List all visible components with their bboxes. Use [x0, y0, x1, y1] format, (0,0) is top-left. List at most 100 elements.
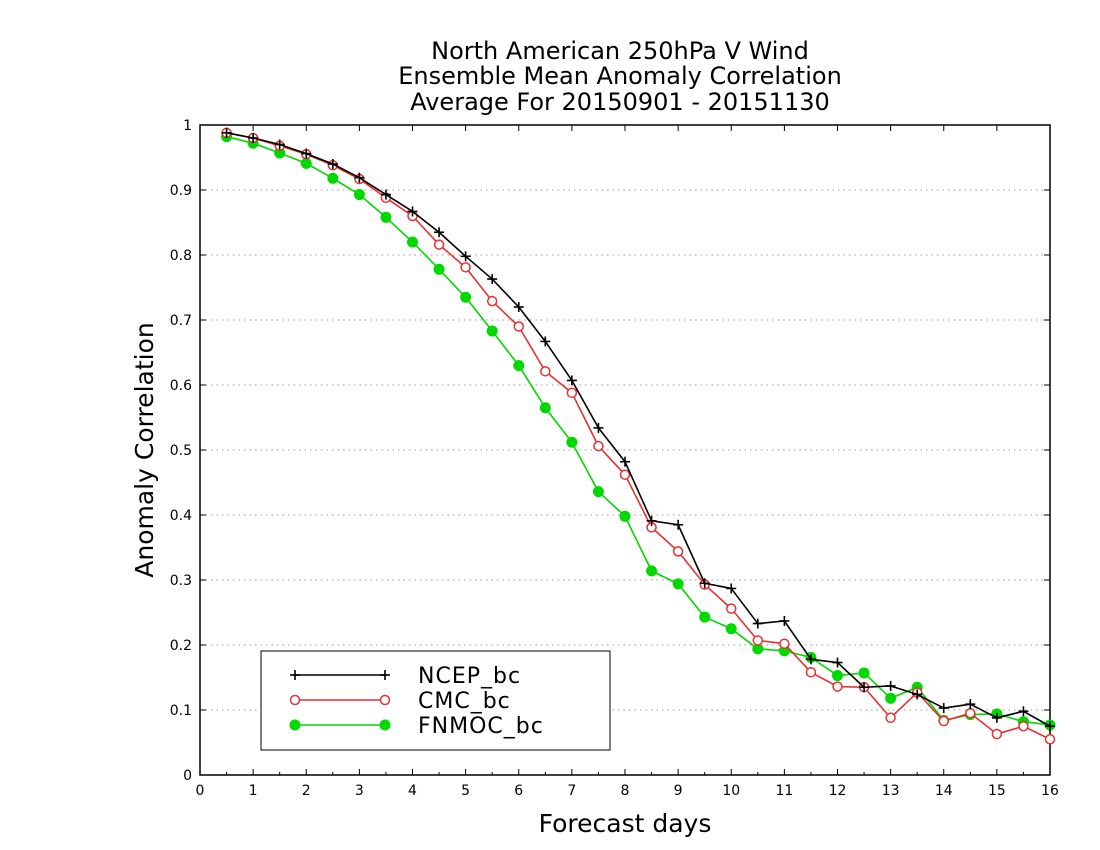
data-point [327, 159, 338, 169]
legend-marker [380, 670, 390, 680]
data-point [460, 262, 471, 273]
data-point [593, 440, 604, 452]
x-tick-label: 10 [722, 783, 740, 799]
data-point [965, 699, 976, 710]
data-point [752, 635, 764, 646]
series-line [226, 135, 1051, 726]
data-point [699, 611, 711, 623]
legend-item-cmc-bc: CMC_bc [289, 689, 510, 714]
data-point [885, 712, 896, 724]
legend-label: FNMOC_bc [418, 714, 544, 739]
data-point [859, 682, 870, 693]
y-tick-label: 0.3 [170, 573, 192, 589]
y-tick-label: 0.2 [170, 638, 192, 654]
data-point [832, 670, 843, 682]
y-tick-label: 0 [183, 768, 192, 784]
data-point [221, 127, 232, 138]
data-point [619, 469, 631, 480]
x-axis-title: Forecast days [539, 809, 712, 838]
data-point [965, 708, 976, 719]
y-tick-label: 0.9 [170, 183, 192, 199]
data-point [513, 302, 524, 312]
data-point [1044, 734, 1056, 745]
data-point [805, 654, 816, 665]
series-line [226, 132, 1051, 727]
legend-item-ncep-bc: NCEP_bc [290, 664, 521, 689]
legend-marker [290, 670, 300, 680]
data-point [540, 336, 551, 347]
data-series [221, 127, 1056, 745]
data-point [353, 189, 365, 201]
data-point [513, 321, 524, 332]
data-point [300, 157, 312, 169]
chart-title-line-2: Ensemble Mean Anomaly Correlation [398, 62, 842, 90]
data-point [912, 689, 923, 700]
data-point [486, 325, 498, 337]
x-tick-label: 13 [882, 783, 900, 799]
data-point [991, 712, 1002, 723]
data-point [327, 172, 339, 184]
data-point [672, 578, 684, 590]
data-point [619, 510, 631, 522]
x-tick-label: 8 [621, 783, 630, 799]
data-point [380, 211, 392, 223]
y-axis-title: Anomaly Correlation [130, 322, 159, 577]
data-point [620, 456, 630, 467]
series-fnmoc-bc [221, 131, 1056, 731]
legend-marker [289, 719, 301, 731]
chart-title-line-3: Average For 20150901 - 20151130 [410, 88, 830, 116]
x-tick-label: 5 [461, 783, 470, 799]
data-point [1018, 721, 1029, 732]
legend-marker [379, 694, 391, 706]
x-tick-label: 7 [567, 783, 576, 799]
y-tick-label: 1 [183, 118, 192, 134]
data-point [779, 638, 790, 649]
x-tick-label: 2 [302, 783, 311, 799]
y-tick-label: 0.5 [170, 443, 192, 459]
data-point [433, 239, 445, 250]
legend-item-fnmoc-bc: FNMOC_bc [289, 714, 544, 739]
data-point [460, 251, 471, 262]
data-point [513, 360, 525, 371]
data-point [752, 618, 763, 629]
legend-label: NCEP_bc [418, 664, 521, 689]
data-point [407, 206, 418, 217]
data-point [540, 366, 551, 377]
series-line [226, 132, 1051, 740]
data-point [407, 236, 418, 248]
x-tick-label: 4 [408, 783, 417, 799]
legend-marker [379, 719, 391, 731]
data-point [725, 623, 737, 635]
x-tick-label: 6 [514, 783, 523, 799]
data-point [673, 519, 684, 530]
x-tick-label: 14 [935, 783, 953, 799]
data-point [858, 667, 870, 679]
data-point [726, 583, 737, 594]
axis-ticks: 00.10.20.30.40.50.60.70.80.910 1 2 3 4 5 6 7 8 9 1… [170, 118, 1059, 799]
data-point [487, 274, 498, 285]
data-point [539, 402, 551, 414]
data-point [938, 703, 949, 714]
legend-marker [289, 694, 301, 706]
horizontal-gridlines [200, 189, 1050, 711]
data-point [1018, 706, 1029, 717]
data-point [380, 189, 391, 200]
y-tick-label: 0.7 [170, 313, 192, 329]
data-point [592, 486, 604, 498]
data-point [938, 715, 949, 727]
data-point [832, 657, 843, 668]
data-point [566, 387, 578, 399]
x-tick-label: 11 [775, 783, 793, 799]
series-ncep-bc [221, 127, 1055, 732]
data-point [646, 515, 657, 526]
data-point [885, 680, 896, 691]
data-point [1045, 721, 1055, 732]
data-point [566, 375, 577, 386]
x-tick-label: 0 [196, 783, 205, 799]
data-point [646, 565, 658, 577]
x-tick-label: 16 [1041, 783, 1059, 799]
x-tick-label: 9 [674, 783, 683, 799]
y-tick-label: 0.8 [170, 248, 192, 264]
chart-title: North American 250hPa V Wind Ensemble Me… [398, 37, 842, 116]
